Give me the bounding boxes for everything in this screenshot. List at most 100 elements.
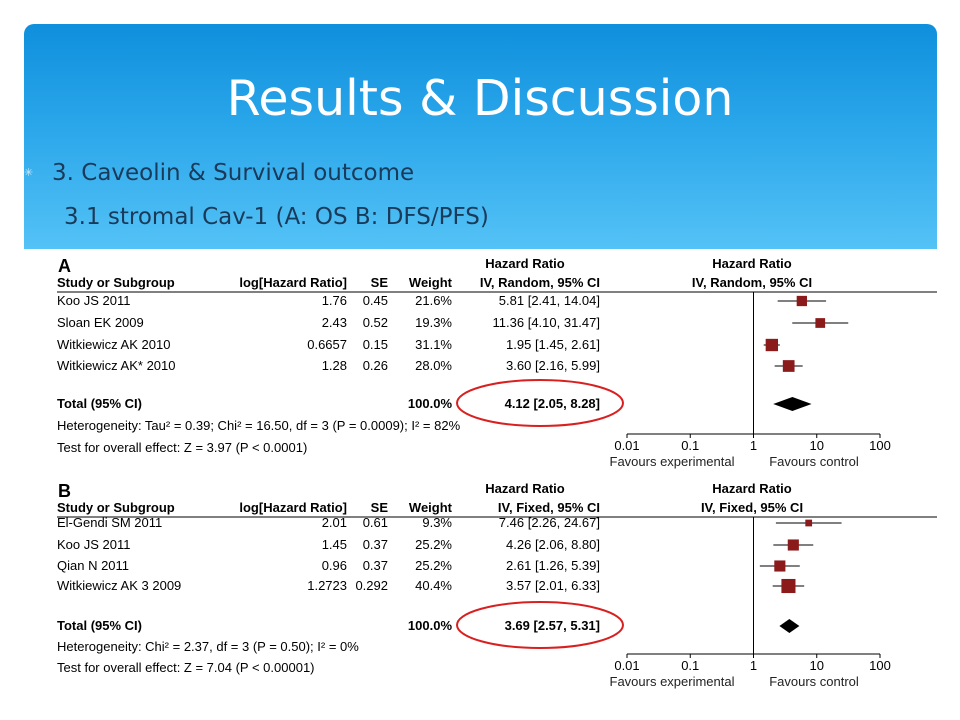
sparkle-icon: ✳: [24, 166, 34, 179]
bullet-text-level1: 3. Caveolin & Survival outcome: [52, 160, 415, 186]
panel-a-total-label: Total (95% CI): [57, 396, 142, 411]
panel-b-total-weight: 100.0%: [408, 618, 453, 633]
panel-a-study-weight: 19.3%: [415, 315, 452, 330]
panel-a-hr-header-right: Hazard Ratio: [712, 256, 792, 271]
panel-b-study-ci: 4.26 [2.06, 8.80]: [506, 537, 600, 552]
panel-a-favours-control: Favours control: [769, 454, 859, 469]
panel-a-study-se: 0.52: [363, 315, 388, 330]
panel-b-study-ci: 7.46 [2.26, 24.67]: [499, 515, 600, 530]
panel-b-x-tick-label: 0.1: [681, 658, 699, 673]
panel-b-study-name: Koo JS 2011: [57, 537, 130, 552]
panel-a-study-se: 0.45: [363, 293, 388, 308]
panel-b-header-study: Study or Subgroup: [57, 500, 175, 515]
panel-b-study-weight: 25.2%: [415, 537, 452, 552]
panel-a-study-name: Koo JS 2011: [57, 293, 130, 308]
panel-b-study-se: 0.37: [363, 537, 388, 552]
panel-b-total-diamond: [779, 619, 800, 633]
panel-a-study-marker: [815, 318, 826, 328]
panel-b-header-method-left: IV, Fixed, 95% CI: [498, 500, 600, 515]
panel-a-study-marker: [796, 295, 807, 307]
panel-a-x-tick-label: 100: [869, 438, 891, 453]
panel-a-header-study: Study or Subgroup: [57, 275, 175, 290]
panel-a-study-ci: 1.95 [1.45, 2.61]: [506, 337, 600, 352]
panel-b-total-ci: 3.69 [2.57, 5.31]: [505, 618, 600, 633]
panel-a-highlight-circle: [456, 379, 624, 427]
panel-a-study-se: 0.26: [363, 358, 388, 373]
panel-a-study-ci: 3.60 [2.16, 5.99]: [506, 358, 600, 373]
panel-a-study-loghr: 2.43: [322, 315, 347, 330]
panel-b-heterogeneity: Heterogeneity: Chi² = 2.37, df = 3 (P = …: [57, 639, 359, 654]
panel-a-study-loghr: 1.76: [322, 293, 347, 308]
panel-a-hr-header-left: Hazard Ratio: [485, 256, 565, 271]
panel-b-study-name: Qian N 2011: [57, 558, 129, 573]
panel-b-header-loghr: log[Hazard Ratio]: [239, 500, 347, 515]
panel-b-study-marker: [774, 560, 786, 572]
panel-a-study-weight: 31.1%: [415, 337, 452, 352]
panel-b-highlight-circle: [456, 601, 624, 649]
panel-a-header-weight: Weight: [409, 275, 453, 290]
panel-a-study-weight: 28.0%: [415, 358, 452, 373]
panel-a-header-loghr: log[Hazard Ratio]: [239, 275, 347, 290]
panel-a-study-loghr: 1.28: [322, 358, 347, 373]
plot-background: [40, 250, 937, 690]
panel-b-study-name: Witkiewicz AK 3 2009: [57, 578, 181, 593]
panel-b-header-weight: Weight: [409, 500, 453, 515]
panel-a-x-tick-label: 1: [750, 438, 757, 453]
panel-a-study-name: Witkiewicz AK* 2010: [57, 358, 176, 373]
panel-a-total-weight: 100.0%: [408, 396, 453, 411]
panel-a-overall-effect: Test for overall effect: Z = 3.97 (P < 0…: [57, 440, 307, 455]
panel-a-study-loghr: 0.6657: [307, 337, 347, 352]
panel-b-overall-effect: Test for overall effect: Z = 7.04 (P < 0…: [57, 660, 315, 675]
panel-b-x-tick-label: 1: [750, 658, 757, 673]
panel-b-study-loghr: 1.2723: [307, 578, 347, 593]
panel-a-study-name: Witkiewicz AK 2010: [57, 337, 170, 352]
panel-b-x-tick-label: 100: [869, 658, 891, 673]
panel-a-study-se: 0.15: [363, 337, 388, 352]
panel-b-study-se: 0.292: [355, 578, 388, 593]
panel-a-favours-experimental: Favours experimental: [610, 454, 735, 469]
panel-a-total-diamond: [773, 397, 812, 411]
panel-a-heterogeneity: Heterogeneity: Tau² = 0.39; Chi² = 16.50…: [57, 418, 461, 433]
panel-b-favours-control: Favours control: [769, 674, 859, 689]
panel-b-total-label: Total (95% CI): [57, 618, 142, 633]
title-banner: [24, 24, 937, 249]
panel-b-header-method-right: IV, Fixed, 95% CI: [701, 500, 803, 515]
panel-a-x-tick-label: 10: [810, 438, 824, 453]
panel-b-study-weight: 25.2%: [415, 558, 452, 573]
panel-b-study-weight: 40.4%: [415, 578, 452, 593]
panel-b-study-marker: [787, 539, 799, 551]
panel-b-study-loghr: 0.96: [322, 558, 347, 573]
panel-b-hr-header-left: Hazard Ratio: [485, 481, 565, 496]
panel-a-study-ci: 11.36 [4.10, 31.47]: [493, 315, 600, 330]
panel-b-study-name: El-Gendi SM 2011: [57, 515, 162, 530]
panel-b-study-marker: [781, 578, 796, 594]
panel-b-study-se: 0.37: [363, 558, 388, 573]
panel-b-favours-experimental: Favours experimental: [610, 674, 735, 689]
panel-a-total-ci: 4.12 [2.05, 8.28]: [505, 396, 600, 411]
panel-a-study-marker: [782, 360, 795, 372]
panel-a-header-method-left: IV, Random, 95% CI: [480, 275, 600, 290]
panel-b-study-ci: 2.61 [1.26, 5.39]: [506, 558, 600, 573]
panel-b-hr-header-right: Hazard Ratio: [712, 481, 792, 496]
panel-a-study-marker: [765, 338, 779, 352]
panel-a-header-method-right: IV, Random, 95% CI: [692, 275, 812, 290]
slide-title: Results & Discussion: [226, 70, 734, 127]
panel-b-x-tick-label: 0.01: [614, 658, 639, 673]
panel-b-study-marker: [805, 519, 813, 527]
panel-b-study-ci: 3.57 [2.01, 6.33]: [506, 578, 600, 593]
panel-b-study-se: 0.61: [363, 515, 388, 530]
panel-b-study-loghr: 1.45: [322, 537, 347, 552]
panel-b-study-weight: 9.3%: [422, 515, 452, 530]
panel-a-x-tick-label: 0.1: [681, 438, 699, 453]
panel-a-study-weight: 21.6%: [415, 293, 452, 308]
panel-a-x-tick-label: 0.01: [614, 438, 639, 453]
panel-b-header-se: SE: [371, 500, 389, 515]
bullet-text-level2: 3.1 stromal Cav-1 (A: OS B: DFS/PFS): [64, 204, 489, 230]
panel-a-study-ci: 5.81 [2.41, 14.04]: [499, 293, 600, 308]
panel-a-header-se: SE: [371, 275, 389, 290]
panel-b-letter: B: [58, 481, 71, 501]
panel-b-x-tick-label: 10: [810, 658, 824, 673]
panel-a-letter: A: [58, 256, 71, 276]
panel-b-study-loghr: 2.01: [322, 515, 347, 530]
